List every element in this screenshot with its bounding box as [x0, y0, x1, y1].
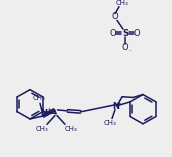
Text: +: + [47, 107, 51, 112]
Text: S: S [122, 29, 128, 38]
Text: N: N [40, 109, 47, 118]
Text: O: O [112, 12, 118, 21]
Text: ⁻: ⁻ [128, 50, 131, 55]
Text: O: O [122, 43, 128, 52]
Text: CH₃: CH₃ [116, 0, 128, 6]
Text: N: N [112, 102, 120, 111]
Text: CH₃: CH₃ [33, 95, 45, 101]
Text: O: O [134, 29, 140, 38]
Text: CH₃: CH₃ [36, 126, 48, 132]
Text: CH₃: CH₃ [104, 120, 116, 126]
Text: CH₃: CH₃ [65, 126, 77, 132]
Text: O: O [110, 29, 116, 38]
